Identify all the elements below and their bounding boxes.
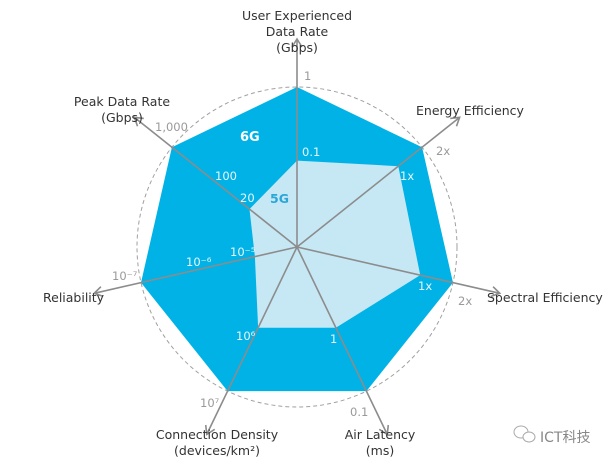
tick-5g-reliability: 10⁻⁵ xyxy=(230,245,256,259)
axis-line xyxy=(133,116,298,248)
tick-6g-latency: 0.1 xyxy=(350,405,368,419)
series-5g-area xyxy=(249,160,421,328)
axis-line xyxy=(296,116,461,248)
axis-arrow-icon xyxy=(450,116,461,127)
axis-label-spectral: Spectral Efficiency xyxy=(487,290,603,305)
tick-reliability-1e-6: 10⁻⁶ xyxy=(186,255,212,269)
axis-line xyxy=(296,246,500,295)
axis-arrow-icon xyxy=(133,116,144,127)
axis-label-user-rate-3: (Gbps) xyxy=(276,40,318,55)
axis-arrow-icon xyxy=(490,286,502,298)
axis-label-density-2: (devices/km²) xyxy=(174,443,260,458)
axis-line xyxy=(206,246,298,435)
axis-label-latency-2: (ms) xyxy=(366,443,394,458)
legend-5g: 5G xyxy=(270,191,289,206)
axis-label-latency-1: Air Latency xyxy=(345,427,416,442)
axis-label-energy: Energy Efficiency xyxy=(416,103,525,118)
tick-6g-spectral: 2x xyxy=(458,294,472,308)
tick-5g-energy: 1x xyxy=(400,169,414,183)
axis-label-peak-1: Peak Data Rate xyxy=(74,94,170,109)
tick-5g-latency: 1 xyxy=(330,332,337,346)
axis-label-peak-2: (Gbps) xyxy=(101,110,143,125)
tick-6g-density: 10⁷ xyxy=(200,396,220,410)
axis-label-reliability: Reliability xyxy=(43,290,105,305)
tick-5g-peak: 20 xyxy=(240,191,255,205)
tick-5g-density: 10⁶ xyxy=(236,329,256,343)
axis-label-density-1: Connection Density xyxy=(156,427,279,442)
tick-5g-spectral: 1x xyxy=(418,279,432,293)
tick-6g-reliability: 10⁻⁷ xyxy=(112,269,138,283)
axis-label-user-rate-1: User Experienced xyxy=(242,8,352,23)
tick-peak-100: 100 xyxy=(215,169,237,183)
watermark: ICT科技 xyxy=(540,430,590,446)
axis-line xyxy=(296,246,388,435)
grid-circle xyxy=(136,86,458,408)
tick-6g-peak: 1,000 xyxy=(155,120,188,134)
tick-6g-energy: 2x xyxy=(436,144,450,158)
legend-6g: 6G xyxy=(240,130,260,145)
axis-arrow-icon xyxy=(291,37,303,48)
tick-5g-user-rate: 0.1 xyxy=(302,145,320,159)
tick-6g-user-rate: 1 xyxy=(304,69,311,83)
wechat-icon xyxy=(513,425,536,443)
axis-arrow-icon xyxy=(204,424,216,436)
axis-arrow-icon xyxy=(92,286,104,298)
axis-arrow-icon xyxy=(378,424,390,436)
axis-label-user-rate-2: Data Rate xyxy=(266,24,329,39)
axis-line xyxy=(94,246,298,295)
